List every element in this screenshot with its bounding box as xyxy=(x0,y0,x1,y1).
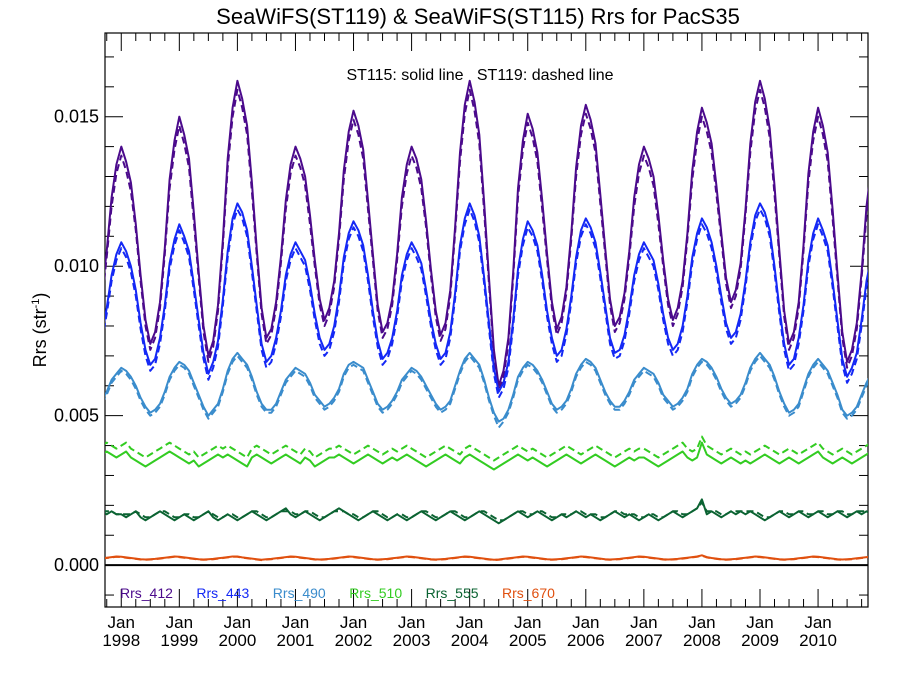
legend: Rrs_412 Rrs_443 Rrs_490 Rrs_510 Rrs_555 Rrs_6… xyxy=(120,585,555,601)
legend-entry-rrs-555: Rrs_555 xyxy=(426,585,479,601)
x-tick-label-year: 1999 xyxy=(160,631,198,650)
series-rrs-443-st119-dashed xyxy=(105,208,868,399)
y-tick-label: 0.005 xyxy=(54,406,99,426)
x-tick-label-year: 2004 xyxy=(451,631,489,650)
x-tick-label-month: Jan xyxy=(398,613,425,632)
series-rrs-670-st119-dashed xyxy=(105,554,868,562)
x-tick-label-month: Jan xyxy=(688,613,715,632)
y-tick-label: 0.000 xyxy=(54,555,99,575)
x-tick-label-year: 2007 xyxy=(625,631,663,650)
series-lines xyxy=(105,79,868,562)
x-tick-label-year: 2005 xyxy=(509,631,547,650)
x-tick-label-month: Jan xyxy=(456,613,483,632)
x-tick-label-month: Jan xyxy=(340,613,367,632)
legend-entry-rrs-510: Rrs_510 xyxy=(349,585,402,601)
legend-entry-rrs-670: Rrs_670 xyxy=(502,585,555,601)
series-rrs-490-st119-dashed xyxy=(105,354,868,429)
x-tick-label-month: Jan xyxy=(514,613,541,632)
series-rrs-490-st115-solid xyxy=(105,351,868,423)
x-tick-label-year: 2001 xyxy=(277,631,315,650)
legend-entry-rrs-490: Rrs_490 xyxy=(273,585,326,601)
legend-entry-rrs-412: Rrs_412 xyxy=(120,585,173,601)
y-tick-label: 0.010 xyxy=(54,256,99,276)
y-axis-label: Rrs (str-1) xyxy=(30,293,50,368)
x-tick-label-year: 2003 xyxy=(393,631,431,650)
x-tick-label-month: Jan xyxy=(804,613,831,632)
series-rrs-555-st119-dashed xyxy=(105,501,868,522)
y-tick-label: 0.015 xyxy=(54,107,99,127)
series-rrs-412-st119-dashed xyxy=(105,88,868,393)
x-tick-label-month: Jan xyxy=(108,613,135,632)
series-rrs-510-st119-dashed xyxy=(105,435,868,462)
chart-title: SeaWiFS(ST119) & SeaWiFS(ST115) Rrs for … xyxy=(216,4,740,29)
x-tick-label-year: 2009 xyxy=(741,631,779,650)
series-rrs-555-st115-solid xyxy=(105,498,868,525)
line-style-annotation: ST115: solid line ST119: dashed line xyxy=(346,67,613,84)
x-tick-label-year: 2010 xyxy=(799,631,837,650)
x-tick-label-year: 2000 xyxy=(218,631,256,650)
x-tick-label-month: Jan xyxy=(166,613,193,632)
x-tick-label-year: 1998 xyxy=(102,631,140,650)
axes: 0.0000.0050.0100.015Jan1998Jan1999Jan200… xyxy=(54,32,869,650)
x-tick-label-month: Jan xyxy=(630,613,657,632)
x-tick-label-month: Jan xyxy=(572,613,599,632)
x-tick-label-year: 2002 xyxy=(335,631,373,650)
legend-entry-rrs-443: Rrs_443 xyxy=(196,585,249,601)
x-tick-label-month: Jan xyxy=(224,613,251,632)
x-tick-label-month: Jan xyxy=(282,613,309,632)
x-tick-label-year: 2006 xyxy=(567,631,605,650)
x-tick-label-year: 2008 xyxy=(683,631,721,650)
x-tick-label-month: Jan xyxy=(746,613,773,632)
series-rrs-510-st115-solid xyxy=(105,441,868,471)
